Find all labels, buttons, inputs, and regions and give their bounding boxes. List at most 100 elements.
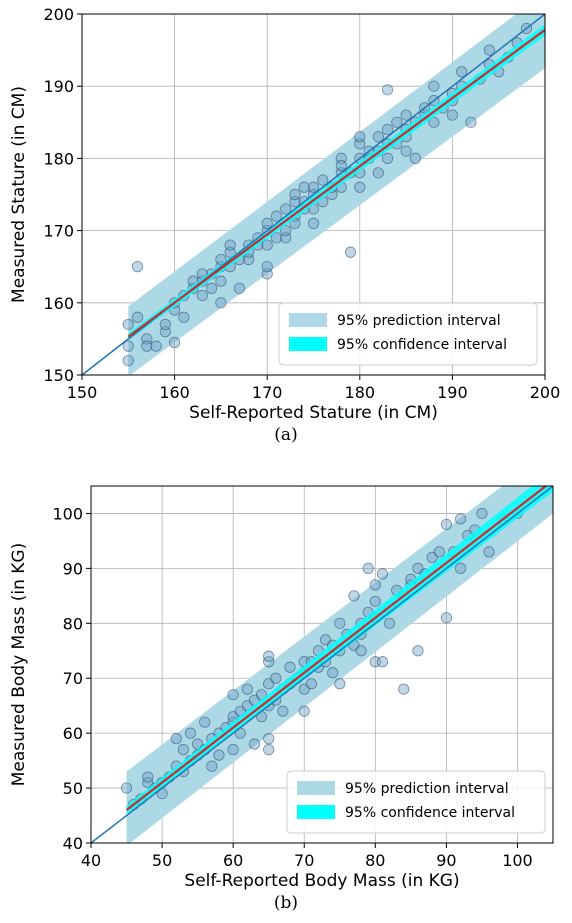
y-axis-title: Measured Body Mass (in KG)	[9, 543, 29, 786]
data-point	[150, 340, 162, 352]
plot-frame	[90, 485, 554, 844]
legend: 95% prediction interval 95% confidence in…	[286, 770, 546, 834]
legend-label-prediction: 95% prediction interval	[345, 781, 509, 797]
data-point	[334, 617, 346, 629]
data-point	[456, 66, 468, 78]
data-point	[131, 261, 144, 273]
data-point	[227, 744, 239, 756]
x-tick-label: 200	[530, 383, 561, 402]
data-point	[376, 568, 389, 580]
plot-frame	[81, 13, 546, 376]
data-point	[263, 650, 275, 662]
data-point	[224, 239, 236, 251]
data-point	[131, 311, 144, 323]
plot-area	[91, 486, 553, 843]
data-point	[263, 744, 275, 756]
data-point	[381, 84, 394, 96]
data-point	[122, 318, 134, 331]
data-point	[335, 160, 347, 172]
data-point	[369, 579, 381, 591]
data-point	[476, 507, 488, 520]
data-point	[428, 80, 440, 92]
data-point	[261, 217, 273, 229]
x-tick-label: 40	[81, 851, 101, 870]
legend-box	[278, 302, 538, 366]
data-point	[280, 225, 292, 237]
x-tick-label: 160	[159, 383, 190, 402]
data-point	[178, 311, 190, 323]
data-point	[141, 340, 153, 352]
data-point	[391, 116, 403, 128]
y-tick-label: 200	[43, 5, 74, 24]
legend-swatch-prediction	[289, 313, 327, 327]
data-point	[383, 617, 396, 629]
data-point	[440, 612, 452, 624]
plot-area	[82, 14, 545, 375]
fit-line	[125, 486, 548, 811]
data-point	[227, 689, 239, 701]
data-point	[270, 232, 283, 244]
data-point	[156, 787, 168, 800]
data-point	[233, 282, 246, 294]
data-point	[298, 705, 310, 717]
data-point	[169, 336, 181, 349]
legend-label-confidence: 95% confidence interval	[345, 805, 515, 821]
data-point	[372, 131, 384, 143]
data-point	[199, 716, 211, 728]
data-point	[248, 738, 261, 750]
x-tick-label: 80	[365, 851, 385, 870]
chart-a-svg: 150 160 170 180 190 200 150 160 170 180 190 200 Self…	[9, 5, 561, 423]
data-point	[270, 210, 283, 222]
legend: 95% prediction interval 95% confidence in…	[278, 302, 538, 366]
data-point	[454, 562, 467, 574]
legend-swatch-confidence	[297, 805, 335, 819]
data-point	[381, 152, 394, 164]
data-point	[142, 771, 154, 783]
chart-panel-a: 150 160 170 180 190 200 150 160 170 180 190 200 Self…	[0, 0, 572, 455]
chart-b-svg: 40 50 60 70 80 90 100 40 50 60 70 80 90 100 Self-Repor…	[9, 485, 554, 891]
data-point	[483, 44, 496, 56]
data-point	[354, 181, 366, 193]
x-tick-label: 70	[294, 851, 314, 870]
prediction-band	[126, 486, 553, 843]
y-tick-label: 60	[63, 724, 83, 743]
data-point	[120, 782, 133, 794]
x-axis-title: Self-Reported Body Mass (in KG)	[184, 871, 459, 891]
data-point	[206, 760, 218, 772]
y-tick-label: 50	[63, 779, 83, 798]
data-point	[327, 667, 339, 679]
x-tick-label: 50	[152, 851, 172, 870]
legend-swatch-prediction	[297, 781, 335, 795]
data-point	[289, 188, 301, 201]
data-point	[184, 727, 197, 739]
data-point	[305, 678, 317, 690]
data-point	[409, 152, 421, 164]
y-tick-label: 40	[63, 834, 83, 853]
legend-swatch-confidence	[289, 337, 327, 351]
data-point	[400, 109, 412, 121]
y-tick-label: 70	[63, 669, 83, 688]
x-axis-title: Self-Reported Stature (in CM)	[189, 403, 438, 423]
data-point	[307, 181, 320, 193]
y-tick-label: 80	[63, 614, 83, 633]
legend-label-prediction: 95% prediction interval	[337, 313, 501, 329]
x-tick-label: 170	[252, 383, 283, 402]
data-point	[215, 297, 227, 309]
data-point	[213, 749, 225, 761]
data-point	[122, 354, 134, 367]
data-point	[372, 167, 384, 179]
data-point	[122, 340, 134, 352]
y-tick-label: 180	[43, 149, 74, 168]
data-point	[215, 275, 227, 287]
x-tick-label: 90	[436, 851, 456, 870]
data-point	[261, 261, 273, 273]
data-point	[483, 546, 495, 558]
identity-line	[91, 486, 553, 843]
tick-labels: 40 50 60 70 80 90 100 40 50 60 70 80 90 100	[52, 504, 532, 870]
legend-label-confidence: 95% confidence interval	[337, 337, 507, 353]
data-point	[277, 705, 289, 717]
data-point	[398, 683, 410, 695]
confidence-band	[126, 486, 553, 814]
x-tick-label: 60	[223, 851, 243, 870]
data-point	[177, 744, 189, 756]
